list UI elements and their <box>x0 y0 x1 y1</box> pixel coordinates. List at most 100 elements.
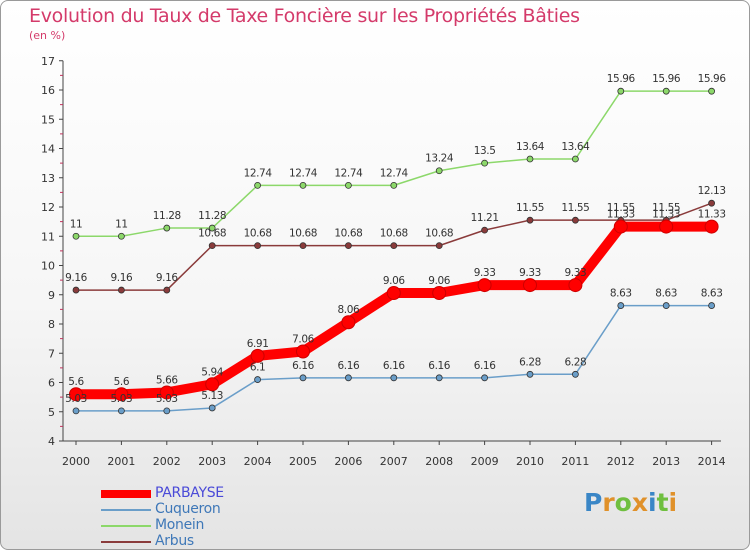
data-point-cuqueron <box>435 374 443 382</box>
data-point-arbus <box>254 242 262 250</box>
x-tick-label: 2001 <box>107 455 135 468</box>
data-label-parbayse: 8.06 <box>338 304 360 316</box>
data-point-cuqueron <box>254 376 262 383</box>
logo-letter: P <box>584 488 603 517</box>
data-label-monein: 15.96 <box>607 73 636 85</box>
data-point-cuqueron <box>208 404 216 412</box>
data-label-arbus: 9.16 <box>156 272 178 284</box>
data-point-cuqueron <box>118 407 125 415</box>
legend-item-parbayse: PARBAYSE <box>101 485 301 502</box>
data-point-parbayse <box>386 285 401 300</box>
logo-letter: i <box>668 488 678 517</box>
data-label-monein: 15.96 <box>698 73 727 85</box>
x-tick-label: 2004 <box>244 455 272 468</box>
x-tick-label: 2009 <box>471 455 499 468</box>
x-tick-label: 2003 <box>198 455 226 468</box>
legend-item-monein: Monein <box>101 517 301 534</box>
data-point-arbus <box>390 242 398 250</box>
data-label-cuqueron: 5.13 <box>201 390 223 402</box>
data-point-parbayse <box>568 278 583 293</box>
data-label-arbus: 10.68 <box>380 228 408 240</box>
y-tick-label: 6 <box>48 377 55 390</box>
data-point-parbayse <box>704 219 719 234</box>
data-label-monein: 12.74 <box>289 167 318 179</box>
data-label-parbayse: 7.06 <box>292 333 314 345</box>
data-label-monein: 13.5 <box>474 145 496 157</box>
data-label-monein: 15.96 <box>652 73 681 85</box>
data-point-monein <box>617 87 625 95</box>
y-tick-label: 17 <box>41 55 55 68</box>
data-label-cuqueron: 6.1 <box>250 362 266 374</box>
y-tick-label: 14 <box>41 143 55 156</box>
data-label-arbus: 11.55 <box>652 202 680 214</box>
data-point-arbus <box>72 286 80 294</box>
data-label-monein: 13.64 <box>516 141 545 153</box>
data-point-arbus <box>481 226 489 234</box>
data-point-cuqueron <box>617 302 625 309</box>
data-point-cuqueron <box>163 407 171 415</box>
data-label-arbus: 10.68 <box>244 228 272 240</box>
data-point-parbayse <box>205 377 220 392</box>
data-label-cuqueron: 6.16 <box>474 360 496 372</box>
data-label-parbayse: 9.33 <box>519 267 541 279</box>
x-tick-label: 2002 <box>153 455 181 468</box>
legend-label-arbus: Arbus <box>155 533 194 549</box>
data-point-parbayse <box>432 285 447 300</box>
x-tick-label: 2000 <box>62 455 90 468</box>
data-point-arbus <box>435 242 443 250</box>
y-tick-label: 11 <box>41 230 55 243</box>
x-tick-label: 2014 <box>698 455 726 468</box>
data-point-cuqueron <box>526 370 534 378</box>
legend-item-cuqueron: Cuqueron <box>101 501 301 518</box>
logo-letter: t <box>656 488 669 517</box>
data-label-parbayse: 9.33 <box>474 267 496 279</box>
legend-swatch-arbus <box>101 541 151 543</box>
data-label-monein: 13.24 <box>425 153 454 165</box>
chart-title: Evolution du Taux de Taxe Foncière sur l… <box>29 5 580 27</box>
data-point-cuqueron <box>72 407 80 415</box>
data-point-cuqueron <box>572 370 579 378</box>
data-point-monein <box>662 87 670 95</box>
data-label-cuqueron: 6.16 <box>428 360 450 372</box>
data-point-monein <box>299 181 307 189</box>
data-label-cuqueron: 8.63 <box>701 288 723 300</box>
y-tick-label: 10 <box>41 260 55 273</box>
data-point-cuqueron <box>344 374 352 382</box>
data-point-arbus <box>299 242 307 250</box>
unit-label: (en %) <box>29 29 66 42</box>
x-tick-label: 2006 <box>334 455 362 468</box>
data-point-arbus <box>526 216 534 224</box>
legend: PARBAYSE Cuqueron Monein Arbus <box>101 485 301 549</box>
data-point-monein <box>344 181 352 189</box>
data-label-monein: 11 <box>115 218 128 230</box>
x-tick-label: 2011 <box>561 455 589 468</box>
data-label-arbus: 11.55 <box>607 202 635 214</box>
data-point-parbayse <box>613 219 628 234</box>
x-tick-label: 2007 <box>380 455 408 468</box>
data-label-parbayse: 6.91 <box>247 338 269 350</box>
data-label-parbayse: 5.66 <box>156 374 178 386</box>
data-label-parbayse: 9.06 <box>428 275 450 287</box>
data-point-parbayse <box>341 315 356 330</box>
legend-item-arbus: Arbus <box>101 533 301 549</box>
y-tick-label: 7 <box>48 347 55 360</box>
data-label-cuqueron: 5.03 <box>111 393 133 405</box>
proxiti-logo: Proxiti <box>584 488 677 517</box>
data-point-arbus <box>344 242 352 250</box>
data-label-cuqueron: 8.63 <box>610 288 632 300</box>
data-label-cuqueron: 6.28 <box>565 356 587 368</box>
data-label-arbus: 10.68 <box>334 228 362 240</box>
data-point-parbayse <box>250 348 265 363</box>
y-tick-label: 8 <box>48 318 55 331</box>
x-tick-label: 2012 <box>607 455 635 468</box>
data-point-parbayse <box>69 387 83 402</box>
y-tick-label: 13 <box>41 172 55 185</box>
data-point-cuqueron <box>662 302 670 309</box>
data-point-monein <box>208 224 216 232</box>
logo-letter: r <box>602 488 615 517</box>
x-tick-label: 2013 <box>652 455 680 468</box>
data-point-monein <box>390 181 398 189</box>
data-point-monein <box>481 159 489 167</box>
data-label-cuqueron: 6.16 <box>292 360 314 372</box>
